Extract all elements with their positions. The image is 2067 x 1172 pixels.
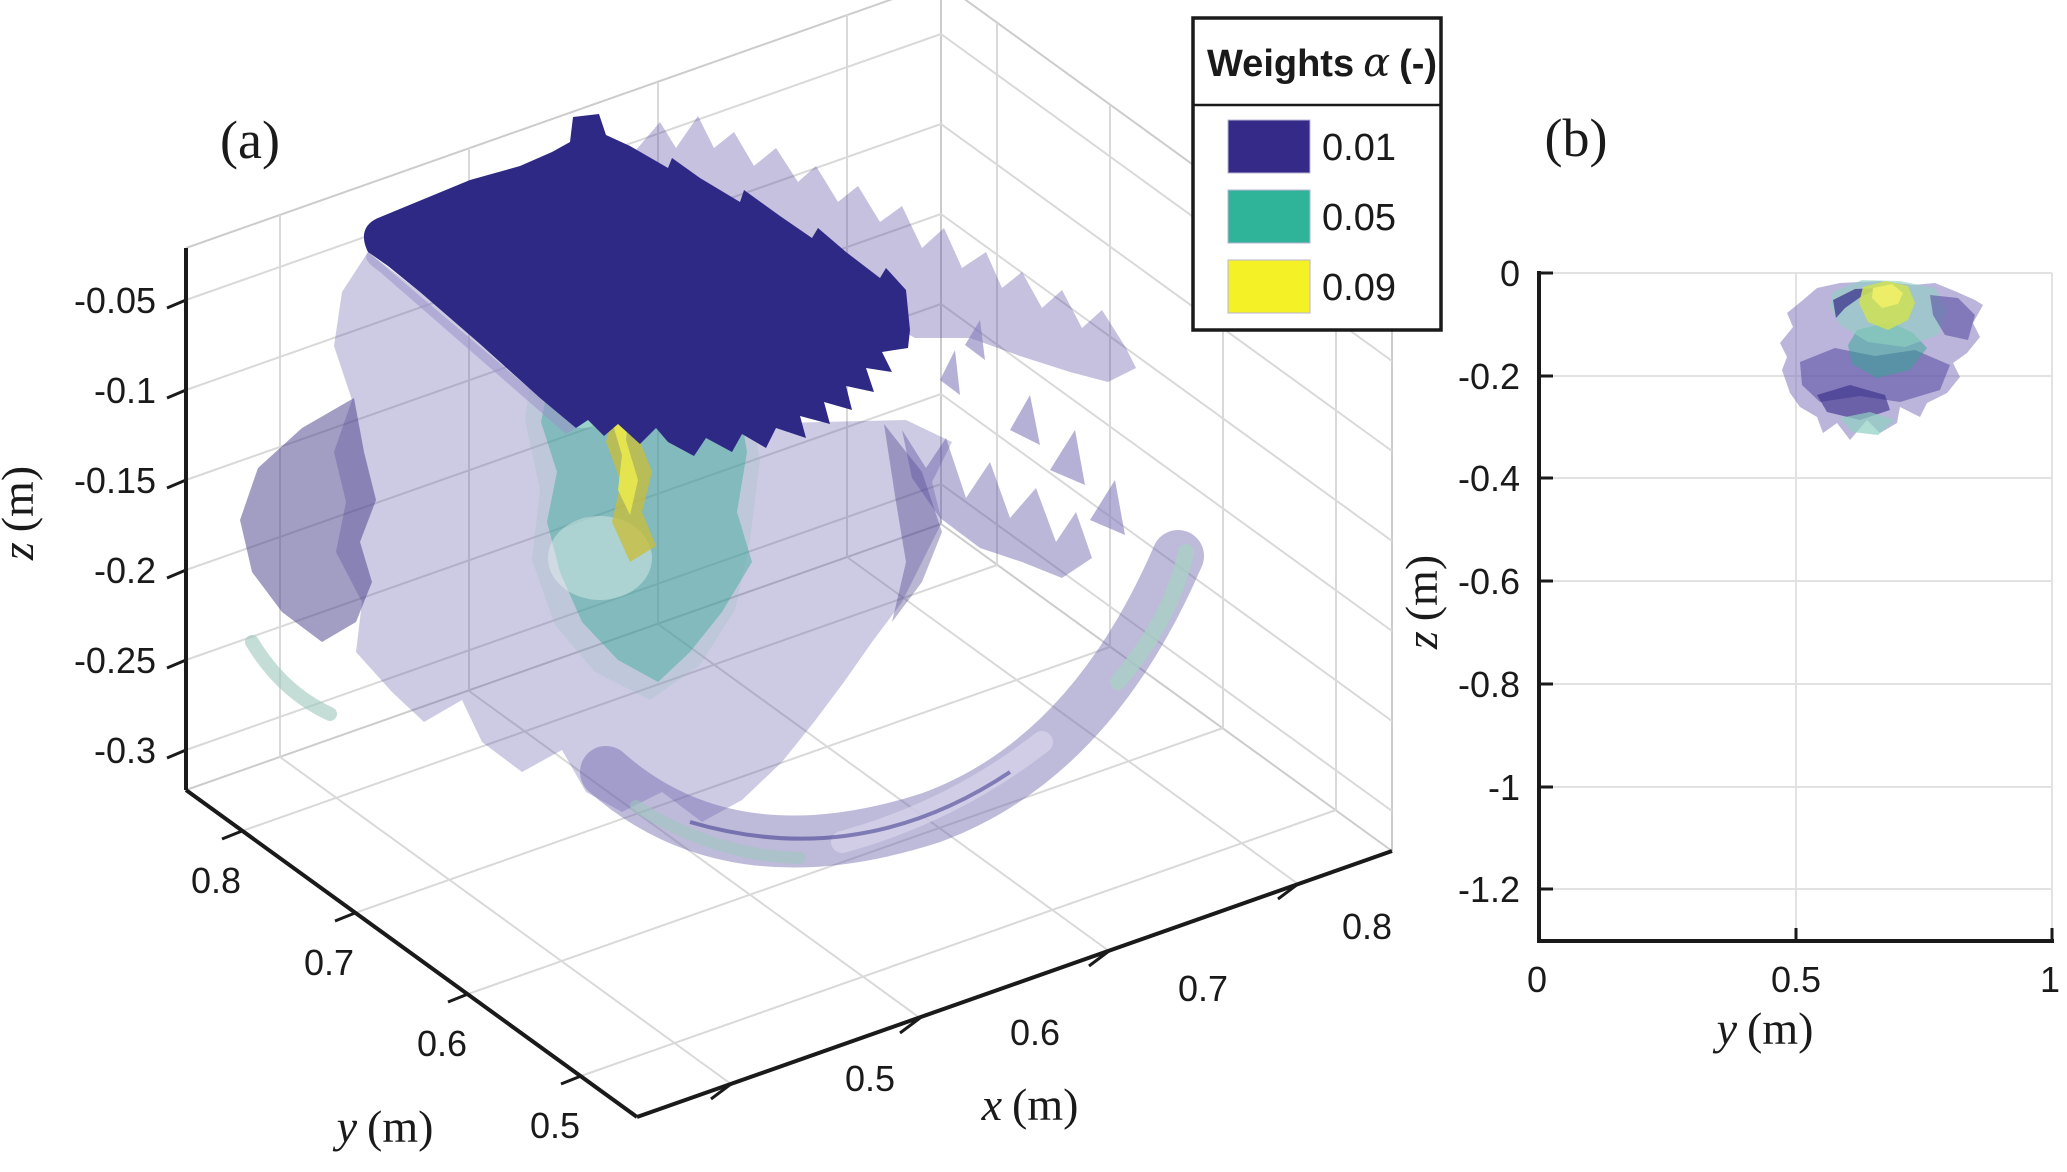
box-edges [185, 0, 1393, 852]
panel-b: 0 -0.2 -0.4 -0.6 -0.8 -1 -1.2 0 0.5 1 y(… [1396, 108, 2060, 1054]
b-x-tick-label: 0 [1527, 959, 1547, 1000]
y-axis [184, 788, 639, 1119]
panel-a-axis-labels: x(m) y(m) z(m) (a) [0, 110, 1078, 1152]
iso-001-right-streak [884, 424, 942, 622]
b-y-tick-label: 0 [1500, 253, 1520, 294]
axes-3d [166, 248, 1393, 1119]
b-x-ticks [1537, 928, 2054, 941]
b-x-tick-label: 0.5 [1771, 959, 1821, 1000]
x-axis [636, 849, 1393, 1119]
panel-b-axis-labels: y (m) z(m) (b) [1396, 108, 1813, 1054]
z-axis-ticks [166, 298, 187, 760]
b-y-tick-label: -1.2 [1458, 869, 1520, 910]
iso-005-ring-lower [630, 800, 806, 864]
axes-2d [1537, 271, 2054, 943]
y-tick-label: 0.6 [417, 1023, 467, 1064]
x-tick-label: 0.7 [1178, 968, 1228, 1009]
iso-005-ring-tail [1110, 544, 1194, 690]
legend: Weights α (-) 0.01 0.05 0.09 [1191, 16, 1443, 332]
b-y-tick-label: -0.6 [1458, 561, 1520, 602]
blob-purple-right-lobe [1930, 295, 1975, 340]
z-tick-label: -0.2 [94, 550, 156, 591]
iso-001-back-spikes [636, 116, 1136, 382]
panel-b-tick-labels: 0 -0.2 -0.4 -0.6 -0.8 -1 -1.2 0 0.5 1 [1458, 253, 2060, 1000]
panel-a-tick-labels: -0.05 -0.1 -0.15 -0.2 -0.25 -0.3 0.8 0.7… [74, 280, 1392, 1146]
legend-swatch-005 [1227, 189, 1311, 244]
b-y-tick-label: -0.8 [1458, 664, 1520, 705]
z-tick-label: -0.15 [74, 460, 156, 501]
legend-swatch-001 [1227, 119, 1311, 174]
y-axis-ticks [221, 829, 582, 1086]
b-y-tick-label: -0.2 [1458, 356, 1520, 397]
legend-label-009: 0.09 [1322, 267, 1396, 309]
iso-001-left-bulge [240, 398, 376, 642]
x-axis-label: x (m) [981, 1079, 1079, 1130]
b-x-tick-label: 1 [2040, 959, 2060, 1000]
b-y-tick-label: -0.4 [1458, 458, 1520, 499]
y-tick-label: 0.5 [530, 1105, 580, 1146]
y-tick-label: 0.7 [304, 942, 354, 983]
legend-label-001: 0.01 [1322, 127, 1396, 169]
isosurfaces-3d [240, 114, 1204, 868]
blob-dark-bottom [1817, 385, 1890, 420]
blob-yellow-center [1872, 284, 1903, 308]
iso-001-right-spikes [902, 430, 1092, 578]
iso-001-shards [940, 320, 1125, 535]
z-axis-label: z(m) [0, 466, 43, 561]
y-tick-label: 0.8 [191, 860, 241, 901]
z-tick-label: -0.1 [94, 370, 156, 411]
iso-001-cap-side [366, 252, 576, 434]
b-y-axis-label: z(m) [1396, 555, 1447, 650]
panel-a-letter: (a) [220, 110, 280, 170]
panel-b-letter: (b) [1545, 108, 1608, 168]
legend-title: Weights α (-) [1207, 40, 1437, 86]
z-tick-label: -0.25 [74, 640, 156, 681]
z-tick-label: -0.05 [74, 280, 156, 321]
x-tick-label: 0.8 [1342, 906, 1392, 947]
panel-a: -0.05 -0.1 -0.15 -0.2 -0.25 -0.3 0.8 0.7… [0, 0, 1393, 1152]
x-tick-label: 0.6 [1010, 1012, 1060, 1053]
x-axis-ticks [710, 882, 1299, 1101]
z-tick-label: -0.3 [94, 730, 156, 771]
x-tick-label: 0.5 [845, 1058, 895, 1099]
b-y-tick-label: -1 [1488, 767, 1520, 808]
iso-001-cap [363, 114, 910, 456]
blob-dark-arc-top [1833, 288, 1880, 318]
iso-001-ring-dark-edge [689, 770, 1012, 841]
blob-2d [1780, 280, 1983, 440]
legend-label-005: 0.05 [1322, 197, 1396, 239]
iso-005-left-crescent [245, 635, 337, 721]
b-y-ticks [1539, 271, 1553, 891]
b-x-axis-label: y (m) [1713, 1003, 1814, 1054]
blob-pale-teal-bottom [1840, 412, 1895, 435]
y-axis-label: y (m) [333, 1101, 434, 1152]
legend-swatch-009 [1227, 259, 1311, 314]
